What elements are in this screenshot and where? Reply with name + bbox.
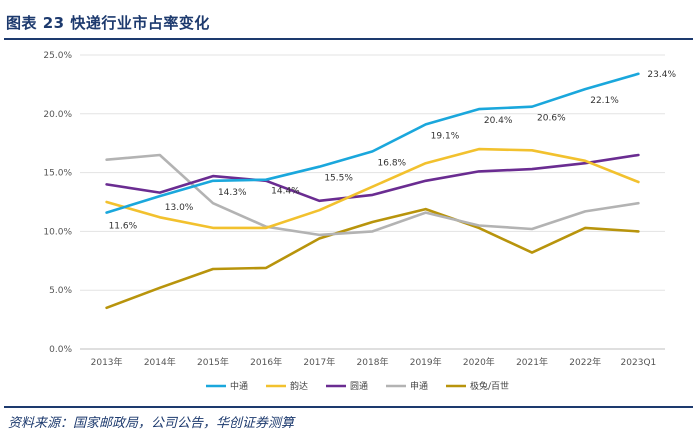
data-label: 19.1%: [431, 131, 460, 141]
x-tick-label: 2023Q1: [621, 358, 657, 368]
series-line: [105, 72, 640, 214]
data-label: 13.0%: [165, 203, 194, 213]
series-line: [105, 147, 640, 230]
y-tick-label: 5.0%: [49, 286, 72, 296]
x-tick-label: 2021年: [516, 356, 548, 368]
x-tick-label: 2020年: [463, 356, 495, 368]
title-divider: [4, 38, 693, 40]
legend: 中通 韵达 圆通 申通 极兔/百世: [206, 380, 509, 392]
x-tick-label: 2022年: [569, 356, 601, 368]
data-label: 11.6%: [109, 222, 138, 232]
y-tick-label: 10.0%: [43, 227, 72, 237]
x-tick-label: 2014年: [144, 356, 176, 368]
x-tick-label: 2017年: [303, 356, 335, 368]
legend-label: 中通: [230, 380, 248, 392]
y-tick-label: 0.0%: [49, 345, 72, 355]
page-title: 图表 23 快递行业市占率变化: [6, 14, 210, 32]
y-axis-ticks: 0.0% 5.0% 10.0% 15.0% 20.0% 25.0%: [43, 51, 72, 355]
x-tick-label: 2013年: [91, 356, 123, 368]
data-label: 15.5%: [324, 174, 353, 184]
data-label: 16.8%: [378, 158, 407, 168]
y-tick-label: 15.0%: [43, 169, 72, 179]
data-label: 22.1%: [590, 96, 619, 106]
source-note: 资料来源：国家邮政局，公司公告，华创证券测算: [8, 416, 295, 431]
x-tick-label: 2019年: [410, 356, 442, 368]
x-tick-label: 2016年: [250, 356, 282, 368]
footer-divider: [4, 406, 693, 408]
series-lines: [105, 72, 640, 310]
series-line: [105, 207, 640, 310]
legend-label: 圆通: [350, 381, 368, 392]
legend-label: 申通: [410, 380, 428, 392]
grid-lines: [80, 54, 665, 350]
data-label: 23.4%: [647, 70, 676, 80]
data-label: 14.4%: [271, 187, 300, 197]
series-line: [105, 153, 640, 203]
y-tick-label: 25.0%: [43, 51, 72, 61]
data-label: 20.4%: [484, 116, 513, 126]
legend-label: 韵达: [290, 380, 308, 392]
legend-label: 极兔/百世: [470, 380, 509, 392]
x-tick-label: 2018年: [357, 356, 389, 368]
x-tick-label: 2015年: [197, 356, 229, 368]
data-label: 20.6%: [537, 114, 566, 124]
data-label: 14.3%: [218, 188, 247, 198]
x-axis-ticks: 2013年 2014年 2015年 2016年 2017年 2018年 2019年 2020年…: [91, 356, 657, 368]
y-tick-label: 20.0%: [43, 110, 72, 120]
data-labels: 11.6% 13.0% 14.3% 14.4% 15.5% 16.8% 19.1% 20.4%…: [109, 70, 677, 232]
